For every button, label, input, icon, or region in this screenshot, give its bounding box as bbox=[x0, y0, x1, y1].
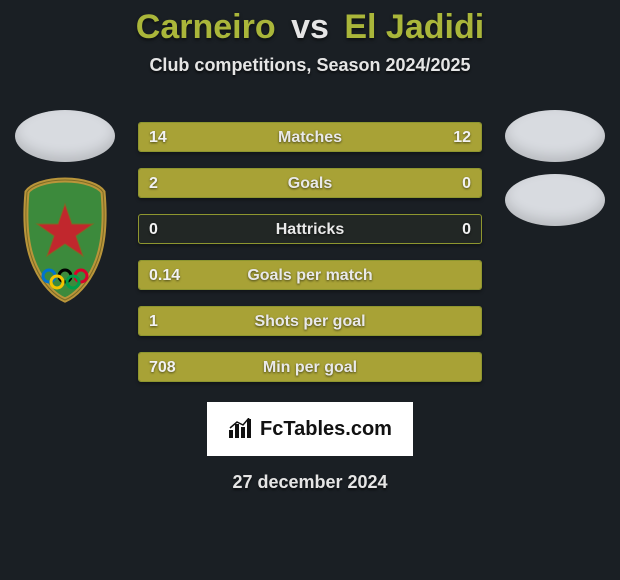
stat-label: Hattricks bbox=[139, 215, 481, 244]
fctables-logo: FcTables.com bbox=[207, 402, 413, 456]
stat-label: Goals per match bbox=[139, 261, 481, 290]
page-title: Carneiro vs El Jadidi bbox=[0, 0, 620, 47]
left-column bbox=[10, 110, 120, 304]
player2-avatar-placeholder bbox=[505, 110, 605, 162]
player1-avatar-placeholder bbox=[15, 110, 115, 162]
stat-label: Matches bbox=[139, 123, 481, 152]
player1-club-logo bbox=[15, 174, 115, 304]
stat-bar: 0.14Goals per match bbox=[138, 260, 482, 290]
title-player1: Carneiro bbox=[136, 8, 276, 46]
stat-bar: 20Goals bbox=[138, 168, 482, 198]
subtitle: Club competitions, Season 2024/2025 bbox=[0, 55, 620, 76]
fctables-text: FcTables.com bbox=[260, 418, 392, 441]
stat-bar: 708Min per goal bbox=[138, 352, 482, 382]
stat-bar: 1412Matches bbox=[138, 122, 482, 152]
player2-club-logo-placeholder bbox=[505, 174, 605, 226]
stat-label: Shots per goal bbox=[139, 307, 481, 336]
right-column bbox=[500, 110, 610, 238]
stat-bar: 1Shots per goal bbox=[138, 306, 482, 336]
title-vs: vs bbox=[291, 8, 329, 46]
shield-icon bbox=[15, 174, 115, 304]
stat-label: Min per goal bbox=[139, 353, 481, 382]
stats-bars: 1412Matches 20Goals 00Hattricks 0.14Goals p… bbox=[138, 122, 482, 398]
stat-label: Goals bbox=[139, 169, 481, 198]
date-text: 27 december 2024 bbox=[0, 472, 620, 493]
bars-chart-icon bbox=[228, 418, 254, 440]
title-player2: El Jadidi bbox=[344, 8, 484, 46]
stat-bar: 00Hattricks bbox=[138, 214, 482, 244]
